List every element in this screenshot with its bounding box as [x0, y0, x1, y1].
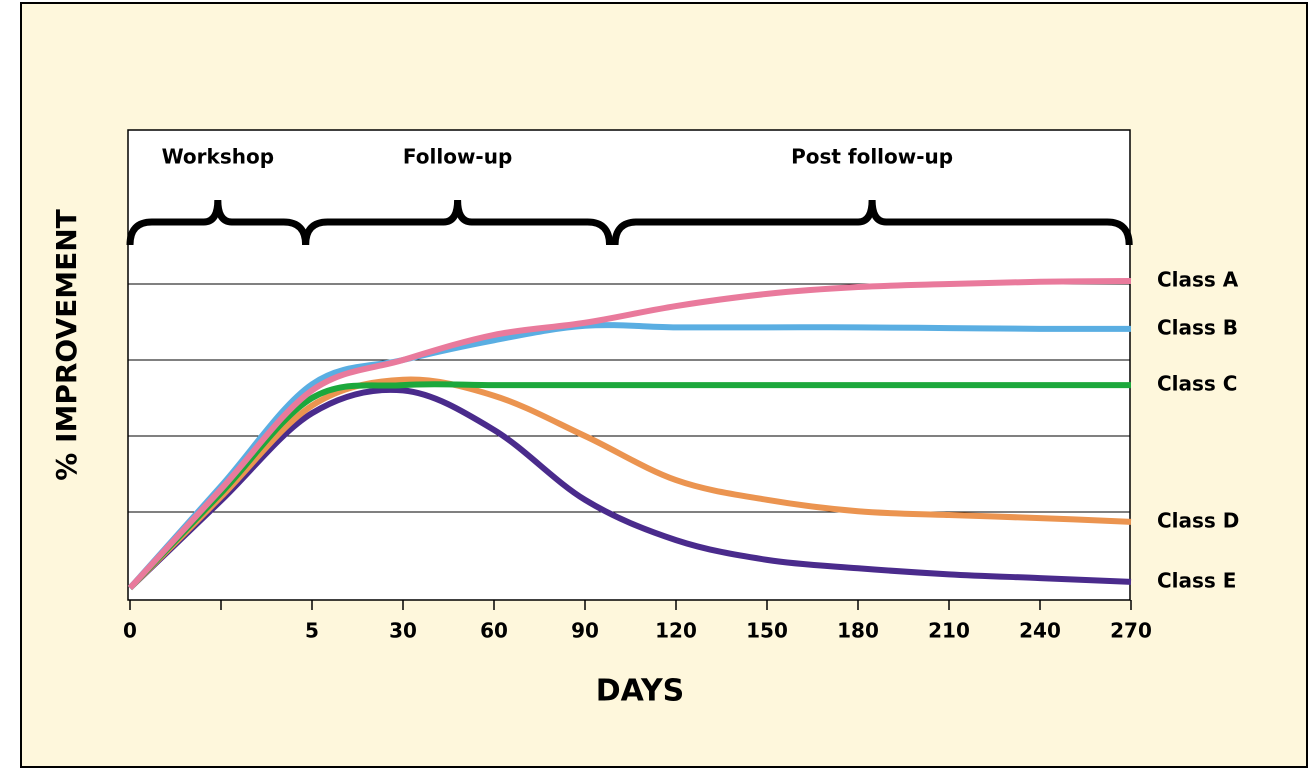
phase-label: Workshop: [162, 145, 274, 169]
x-tick-label: 240: [1019, 619, 1061, 643]
phase-label: Post follow-up: [791, 145, 953, 169]
series-line: [127, 386, 1132, 591]
x-axis-label: DAYS: [596, 674, 685, 709]
phase-label: Follow-up: [403, 145, 512, 169]
bracket: [126, 199, 310, 246]
legend-label: Class B: [1157, 315, 1238, 339]
x-tick-label: 210: [928, 619, 970, 643]
series-line: [127, 277, 1132, 591]
series-line: [127, 381, 1131, 591]
series-line: [127, 376, 1132, 591]
legend-label: Class C: [1157, 372, 1237, 396]
x-tick-label: 0: [123, 619, 137, 643]
x-tick-label: 5: [305, 619, 319, 643]
x-tick-label: 30: [389, 619, 417, 643]
x-tick-label: 270: [1110, 619, 1152, 643]
x-tick-label: 150: [746, 619, 788, 643]
legend-label: Class A: [1157, 267, 1239, 291]
legend-label: Class E: [1157, 568, 1236, 592]
bracket: [302, 199, 614, 246]
series-line: [127, 322, 1132, 590]
y-axis-label: % IMPROVEMENT: [50, 209, 83, 481]
x-tick-label: 90: [571, 619, 599, 643]
legend-label: Class D: [1157, 508, 1239, 532]
x-tick-label: 60: [480, 619, 508, 643]
x-tick-label: 180: [837, 619, 879, 643]
x-tick-label: 120: [655, 619, 697, 643]
bracket: [611, 199, 1133, 246]
plot-area: [127, 129, 1131, 601]
